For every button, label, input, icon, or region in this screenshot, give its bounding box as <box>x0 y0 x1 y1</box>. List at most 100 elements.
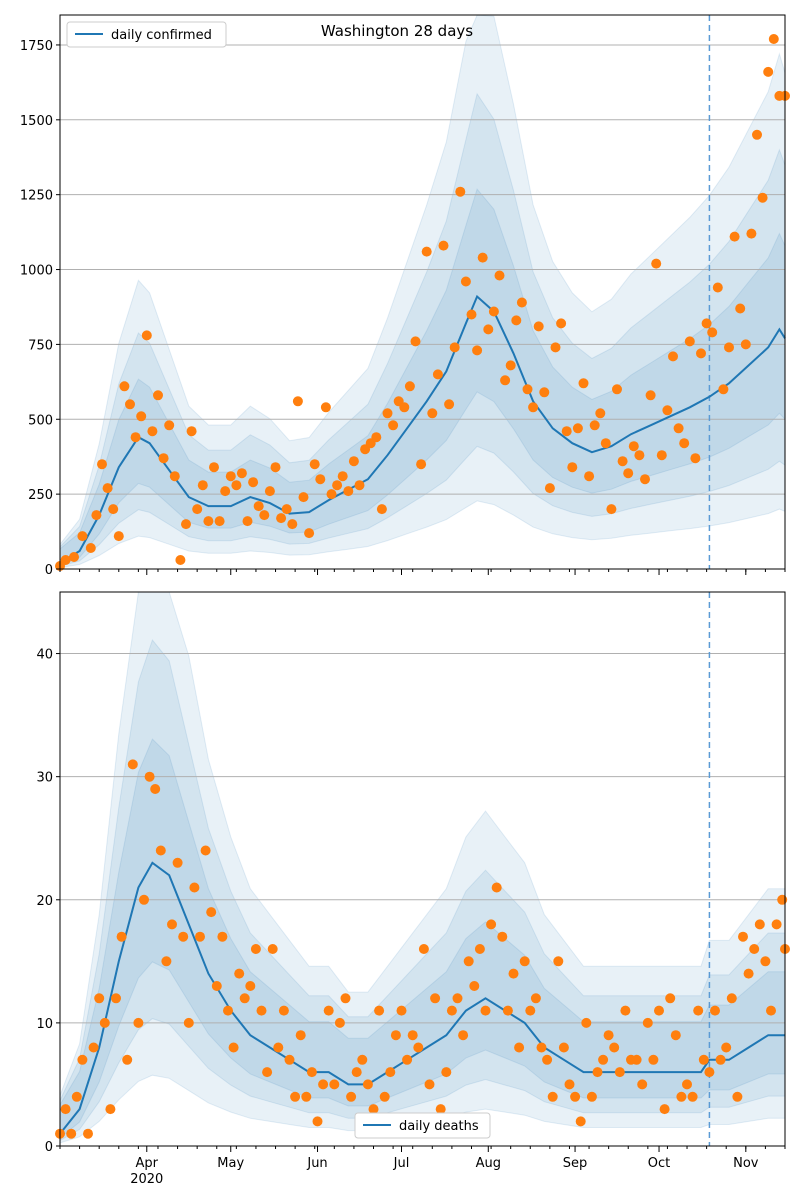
data-point <box>376 504 387 515</box>
data-point <box>472 345 483 356</box>
data-point <box>684 336 695 347</box>
data-point <box>777 894 788 905</box>
data-point <box>645 390 656 401</box>
data-point <box>729 231 740 242</box>
data-point <box>278 1005 289 1016</box>
data-point <box>262 1067 273 1078</box>
data-point <box>651 258 662 269</box>
data-point <box>631 1054 642 1065</box>
data-point <box>270 462 281 473</box>
data-point <box>536 1042 547 1053</box>
data-point <box>746 228 757 239</box>
data-point <box>690 453 701 464</box>
data-point <box>357 1054 368 1065</box>
data-point <box>656 450 667 461</box>
data-point <box>710 1005 720 1016</box>
data-point <box>390 1030 401 1041</box>
data-point <box>172 857 183 868</box>
data-point <box>259 510 270 521</box>
data-point <box>66 1128 77 1139</box>
data-point <box>161 956 172 967</box>
data-point <box>379 1091 390 1102</box>
data-point <box>460 276 471 287</box>
data-point <box>721 1042 732 1053</box>
data-point <box>572 423 583 434</box>
data-point <box>533 321 544 332</box>
data-point <box>309 459 320 470</box>
data-point <box>539 387 550 398</box>
data-point <box>147 426 158 437</box>
data-point <box>351 1067 362 1078</box>
data-point <box>122 1054 133 1065</box>
data-point <box>404 381 415 392</box>
data-point <box>595 408 606 419</box>
data-point <box>150 784 161 794</box>
data-point <box>371 432 382 443</box>
data-point <box>586 1091 597 1102</box>
data-point <box>668 351 678 362</box>
data-point <box>696 348 706 359</box>
data-point <box>771 919 782 930</box>
data-point <box>754 919 765 930</box>
data-point <box>701 318 712 329</box>
data-point <box>167 919 177 930</box>
data-point <box>206 907 217 918</box>
data-point <box>113 531 124 542</box>
y-tick-label: 1000 <box>20 264 53 279</box>
data-point <box>502 1005 513 1016</box>
data-point <box>326 489 337 500</box>
data-point <box>682 1079 692 1090</box>
data-point <box>732 1091 743 1102</box>
data-point <box>329 1079 340 1090</box>
data-point <box>676 1091 687 1102</box>
data-point <box>410 336 421 347</box>
data-point <box>214 516 225 527</box>
data-point <box>306 1067 317 1078</box>
data-point <box>220 486 231 497</box>
data-point <box>743 968 754 979</box>
confirmed-median-line <box>59 294 786 564</box>
data-point <box>340 993 351 1004</box>
data-point <box>614 1067 625 1078</box>
data-point <box>144 771 155 782</box>
x-tick-label: Oct <box>648 1156 670 1171</box>
y-tick-label: 750 <box>28 338 53 353</box>
data-point <box>617 456 628 467</box>
data-point <box>514 1042 525 1053</box>
data-point <box>606 504 617 515</box>
y-tick-label: 1250 <box>20 189 53 204</box>
data-point <box>153 390 163 401</box>
data-point <box>402 1054 413 1065</box>
x-year-label: 2020 <box>130 1172 163 1187</box>
data-point <box>654 1005 664 1016</box>
data-point <box>570 1091 581 1102</box>
data-point <box>343 486 354 497</box>
data-point <box>94 993 105 1004</box>
y-tick-label: 40 <box>36 648 53 663</box>
y-tick-label: 10 <box>36 1017 53 1032</box>
data-point <box>97 459 107 470</box>
data-point <box>362 1079 373 1090</box>
data-point <box>424 1079 435 1090</box>
data-point <box>486 919 497 930</box>
data-point <box>139 894 149 905</box>
data-point <box>158 453 169 464</box>
data-point <box>673 423 684 434</box>
data-point <box>768 34 779 44</box>
data-point <box>455 186 466 197</box>
data-point <box>388 420 399 431</box>
data-point <box>542 1054 553 1065</box>
data-point <box>637 1079 648 1090</box>
data-point <box>749 944 760 954</box>
data-point <box>491 882 502 893</box>
data-point <box>125 399 135 410</box>
data-point <box>181 519 191 530</box>
data-point <box>256 1005 267 1016</box>
data-point <box>724 342 734 353</box>
data-point <box>108 504 119 515</box>
x-tick-label: Jun <box>306 1156 327 1171</box>
deaths-points <box>55 759 790 1139</box>
data-point <box>483 324 494 335</box>
x-tick-label: Jul <box>393 1156 410 1171</box>
